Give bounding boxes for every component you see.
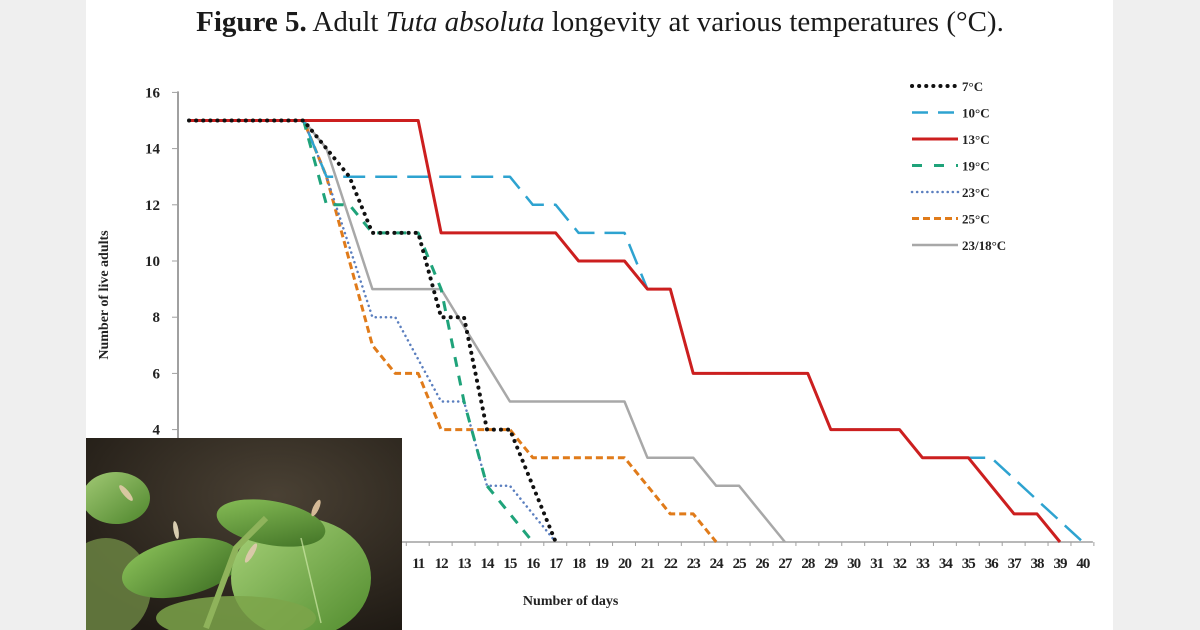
- x-tick-label: 25: [733, 556, 747, 572]
- x-tick-label: 37: [1008, 556, 1023, 572]
- x-tick-label: 15: [503, 556, 517, 572]
- figure-label: Figure 5.: [196, 6, 307, 38]
- x-tick-label: 40: [1076, 556, 1090, 572]
- plant-photo-illustration: [86, 438, 402, 630]
- x-tick-label: 35: [962, 556, 976, 572]
- x-tick-label: 13: [458, 556, 472, 572]
- x-tick-label: 16: [526, 556, 541, 572]
- x-tick-label: 24: [710, 556, 725, 572]
- legend-label: 23/18°C: [962, 238, 1006, 253]
- series-line-23C: [187, 119, 557, 544]
- y-tick-label: 8: [153, 310, 161, 326]
- legend-label: 23°C: [962, 185, 990, 200]
- legend-label: 10°C: [962, 106, 990, 121]
- legend-label: 7°C: [962, 79, 983, 94]
- x-tick-label: 30: [847, 556, 861, 572]
- y-tick-label: 12: [145, 198, 160, 214]
- y-tick-label: 6: [153, 366, 161, 382]
- x-tick-label: 11: [412, 556, 425, 572]
- figure-title: Figure 5. Adult Tuta absoluta longevity …: [0, 6, 1200, 39]
- series-line-2318C: [189, 119, 786, 543]
- x-tick-label: 21: [641, 556, 655, 572]
- y-tick-label: 10: [145, 254, 160, 270]
- x-tick-label: 26: [756, 556, 771, 572]
- x-tick-label: 34: [939, 556, 954, 572]
- x-tick-label: 28: [801, 556, 815, 572]
- x-tick-label: 33: [916, 556, 930, 572]
- x-tick-label: 12: [435, 556, 449, 572]
- x-tick-label: 27: [778, 556, 793, 572]
- series-line-25C: [189, 119, 718, 543]
- y-axis-title: Number of live adults: [97, 230, 112, 360]
- x-axis-title: Number of days: [523, 594, 619, 609]
- x-tick-label: 39: [1053, 556, 1067, 572]
- y-tick-label: 4: [153, 423, 161, 439]
- legend-label: 25°C: [962, 212, 990, 227]
- species-name: Tuta absoluta: [385, 6, 545, 38]
- x-tick-label: 17: [549, 556, 564, 572]
- x-tick-label: 20: [618, 556, 632, 572]
- legend-label: 13°C: [962, 132, 990, 147]
- series-line-7C: [187, 118, 558, 544]
- x-tick-label: 38: [1031, 556, 1045, 572]
- series-line-13C: [189, 119, 1062, 543]
- title-post: longevity at various temperatures (°C).: [551, 6, 1004, 38]
- x-tick-label: 14: [480, 556, 495, 572]
- x-tick-label: 22: [664, 556, 678, 572]
- x-tick-label: 29: [824, 556, 838, 572]
- x-tick-label: 31: [870, 556, 884, 572]
- x-tick-label: 23: [687, 556, 701, 572]
- title-pre: Adult: [312, 6, 379, 38]
- x-tick-label: 36: [985, 556, 1000, 572]
- y-tick-label: 14: [145, 142, 161, 158]
- tomato-leaves-photo: [86, 438, 402, 630]
- y-tick-label: 16: [145, 85, 161, 101]
- x-tick-label: 19: [595, 556, 609, 572]
- x-tick-label: 18: [572, 556, 586, 572]
- legend-label: 19°C: [962, 159, 990, 174]
- x-tick-label: 32: [893, 556, 907, 572]
- series-line-19C: [189, 119, 534, 543]
